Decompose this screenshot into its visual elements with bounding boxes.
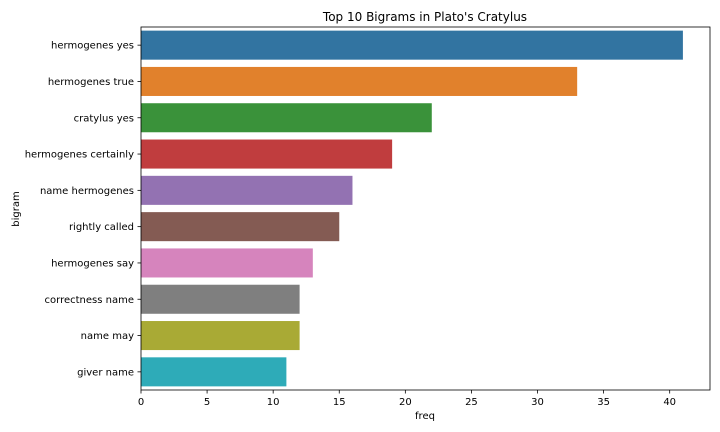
y-tick-label: hermogenes true [48, 77, 134, 88]
bars-group [141, 30, 683, 387]
x-tick-label: 5 [204, 397, 210, 408]
x-tick-label: 30 [531, 397, 544, 408]
bar [141, 212, 340, 242]
x-tick-label: 35 [597, 397, 610, 408]
bar [141, 284, 300, 314]
x-tick-label: 40 [663, 397, 676, 408]
chart-title: Top 10 Bigrams in Plato's Cratylus [322, 10, 527, 24]
y-axis-label: bigram [11, 191, 22, 226]
y-tick-label: hermogenes yes [51, 41, 134, 52]
bar [141, 66, 578, 96]
x-tick-label: 10 [267, 397, 280, 408]
bar [141, 248, 313, 278]
x-tick-group: 0 5 10 15 20 25 30 35 40 [138, 390, 676, 408]
bar [141, 103, 432, 133]
y-tick-group: hermogenes yes hermogenes true cratylus ye… [25, 41, 141, 378]
bar [141, 139, 393, 169]
x-axis-label: freq [415, 411, 435, 422]
bar [141, 321, 300, 351]
y-tick-label: correctness name [45, 295, 134, 306]
x-tick-label: 25 [465, 397, 478, 408]
x-tick-label: 20 [399, 397, 412, 408]
x-tick-label: 0 [138, 397, 144, 408]
y-tick-label: hermogenes say [51, 258, 134, 269]
y-tick-label: hermogenes certainly [25, 150, 134, 161]
y-tick-label: cratylus yes [74, 113, 134, 124]
x-tick-label: 15 [333, 397, 346, 408]
bar [141, 357, 287, 387]
y-tick-label: giver name [77, 367, 134, 378]
y-tick-label: rightly called [69, 222, 134, 233]
y-tick-label: name may [81, 331, 134, 342]
plot-frame [140, 26, 711, 391]
bar [141, 175, 353, 205]
y-tick-label: name hermogenes [40, 186, 134, 197]
bar [141, 30, 683, 60]
